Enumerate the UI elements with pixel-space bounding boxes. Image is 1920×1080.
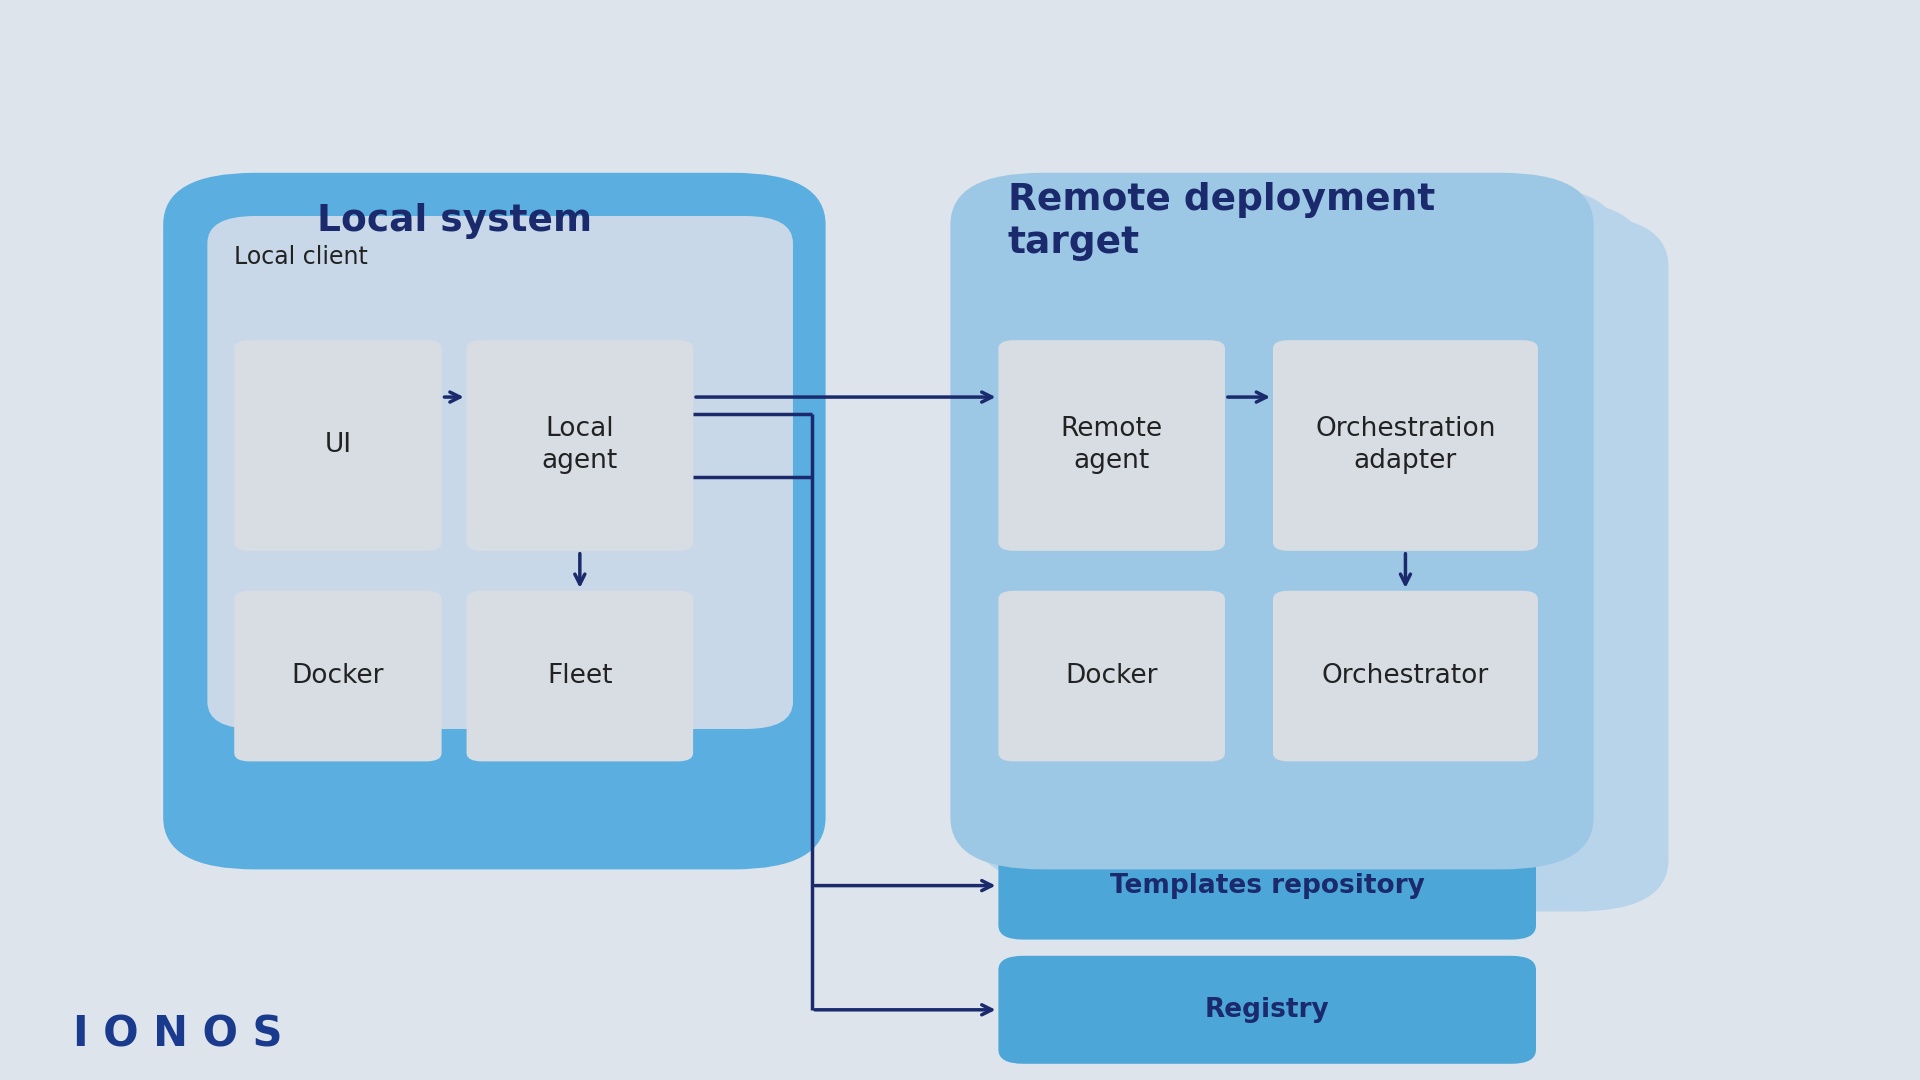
FancyBboxPatch shape bbox=[1000, 201, 1644, 897]
Text: UI: UI bbox=[324, 432, 351, 459]
Text: Local
agent: Local agent bbox=[541, 417, 618, 474]
Text: I O N O S: I O N O S bbox=[73, 1014, 282, 1055]
FancyBboxPatch shape bbox=[234, 591, 442, 761]
Text: Docker: Docker bbox=[1066, 663, 1158, 689]
FancyBboxPatch shape bbox=[207, 216, 793, 729]
Text: Remote
agent: Remote agent bbox=[1060, 417, 1164, 474]
Text: Local system: Local system bbox=[317, 203, 591, 240]
FancyBboxPatch shape bbox=[998, 832, 1536, 940]
FancyBboxPatch shape bbox=[234, 340, 442, 551]
FancyBboxPatch shape bbox=[950, 173, 1594, 869]
Text: Remote deployment
target: Remote deployment target bbox=[1008, 181, 1436, 261]
Text: Orchestration
adapter: Orchestration adapter bbox=[1315, 417, 1496, 474]
Text: Docker: Docker bbox=[292, 663, 384, 689]
FancyBboxPatch shape bbox=[467, 340, 693, 551]
FancyBboxPatch shape bbox=[1025, 215, 1668, 912]
FancyBboxPatch shape bbox=[998, 956, 1536, 1064]
FancyBboxPatch shape bbox=[975, 187, 1619, 883]
FancyBboxPatch shape bbox=[1273, 591, 1538, 761]
Text: Orchestrator: Orchestrator bbox=[1321, 663, 1490, 689]
FancyBboxPatch shape bbox=[1273, 340, 1538, 551]
Text: Fleet: Fleet bbox=[547, 663, 612, 689]
FancyBboxPatch shape bbox=[998, 340, 1225, 551]
FancyBboxPatch shape bbox=[467, 591, 693, 761]
FancyBboxPatch shape bbox=[163, 173, 826, 869]
Text: Registry: Registry bbox=[1206, 997, 1329, 1023]
Text: Templates repository: Templates repository bbox=[1110, 873, 1425, 899]
FancyBboxPatch shape bbox=[998, 591, 1225, 761]
Text: Local client: Local client bbox=[234, 245, 369, 269]
